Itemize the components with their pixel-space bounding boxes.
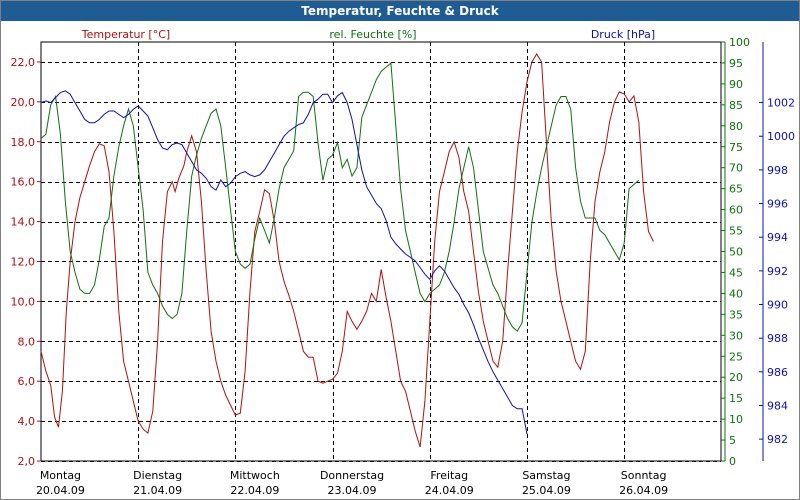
pressure-tick-label: 994	[767, 231, 788, 244]
humidity-tick-label: 75	[729, 141, 743, 154]
pressure-tick-label: 982	[767, 433, 788, 446]
temperature-tick-label: 20,0	[11, 96, 36, 109]
humidity-tick-label: 40	[729, 287, 743, 300]
temperature-tick-label: 12,0	[11, 255, 36, 268]
temperature-axis-label: Temperatur [°C]	[81, 28, 170, 41]
humidity-tick-label: 100	[729, 36, 750, 49]
temperature-tick-label: 2,0	[18, 455, 36, 468]
day-date-label: 22.04.09	[230, 484, 279, 497]
series-line-humidity	[40, 61, 640, 332]
humidity-tick-label: 50	[729, 246, 743, 259]
temperature-tick-label: 14,0	[11, 216, 36, 229]
temperature-tick-label: 8,0	[18, 335, 36, 348]
humidity-tick-label: 65	[729, 183, 743, 196]
day-weekday-label: Donnerstag	[320, 469, 384, 482]
day-date-label: 26.04.09	[619, 484, 668, 497]
humidity-tick-label: 20	[729, 371, 743, 384]
temperature-tick-label: 4,0	[18, 415, 36, 428]
humidity-tick-label: 70	[729, 162, 743, 175]
pressure-tick-label: 1000	[767, 130, 795, 143]
pressure-tick-label: 998	[767, 164, 788, 177]
humidity-tick-label: 0	[729, 455, 736, 468]
humidity-tick-label: 15	[729, 392, 743, 405]
series-line-temperature	[40, 53, 654, 448]
temperature-tick-label: 10,0	[11, 295, 36, 308]
humidity-tick-label: 95	[729, 57, 743, 70]
day-weekday-label: Dienstag	[133, 469, 182, 482]
temperature-tick-label: 6,0	[18, 375, 36, 388]
humidity-tick-label: 10	[729, 413, 743, 426]
day-weekday-label: Montag	[40, 469, 81, 482]
temperature-tick-label: 16,0	[11, 176, 36, 189]
day-date-label: 20.04.09	[36, 484, 85, 497]
pressure-tick-label: 986	[767, 366, 788, 379]
humidity-tick-label: 90	[729, 78, 743, 91]
day-date-label: 24.04.09	[425, 484, 474, 497]
plot-area	[40, 41, 722, 462]
window-title: Temperatur, Feuchte & Druck	[1, 1, 799, 21]
day-date-label: 25.04.09	[522, 484, 571, 497]
humidity-axis-label: rel. Feuchte [%]	[329, 28, 416, 41]
day-weekday-label: Freitag	[430, 469, 468, 482]
day-weekday-label: Sonntag	[621, 469, 667, 482]
humidity-tick-label: 25	[729, 350, 743, 363]
day-weekday-label: Samstag	[522, 469, 570, 482]
pressure-tick-label: 988	[767, 332, 788, 345]
pressure-tick-label: 990	[767, 299, 788, 312]
chart-svg: 2,0 4,0 6,0 8,0 10,0 12,0 14,0 16,0 18,0 20,0 22,0…	[11, 28, 796, 497]
humidity-tick-label: 5	[729, 434, 736, 447]
humidity-tick-label: 55	[729, 225, 743, 238]
series-line-pressure	[40, 90, 528, 435]
pressure-tick-label: 1002	[767, 97, 795, 110]
pressure-tick-label: 992	[767, 265, 788, 278]
day-date-label: 23.04.09	[328, 484, 377, 497]
day-weekday-label: Mittwoch	[230, 469, 280, 482]
humidity-tick-label: 80	[729, 120, 743, 133]
temperature-tick-label: 18,0	[11, 136, 36, 149]
pressure-tick-label: 984	[767, 399, 788, 412]
pressure-tick-label: 996	[767, 198, 788, 211]
humidity-tick-label: 35	[729, 308, 743, 321]
day-date-label: 21.04.09	[133, 484, 182, 497]
temperature-tick-label: 22,0	[11, 56, 36, 69]
pressure-axis-label: Druck [hPa]	[591, 28, 655, 41]
humidity-tick-label: 45	[729, 266, 743, 279]
humidity-tick-label: 60	[729, 204, 743, 217]
humidity-tick-label: 85	[729, 99, 743, 112]
humidity-tick-label: 30	[729, 329, 743, 342]
